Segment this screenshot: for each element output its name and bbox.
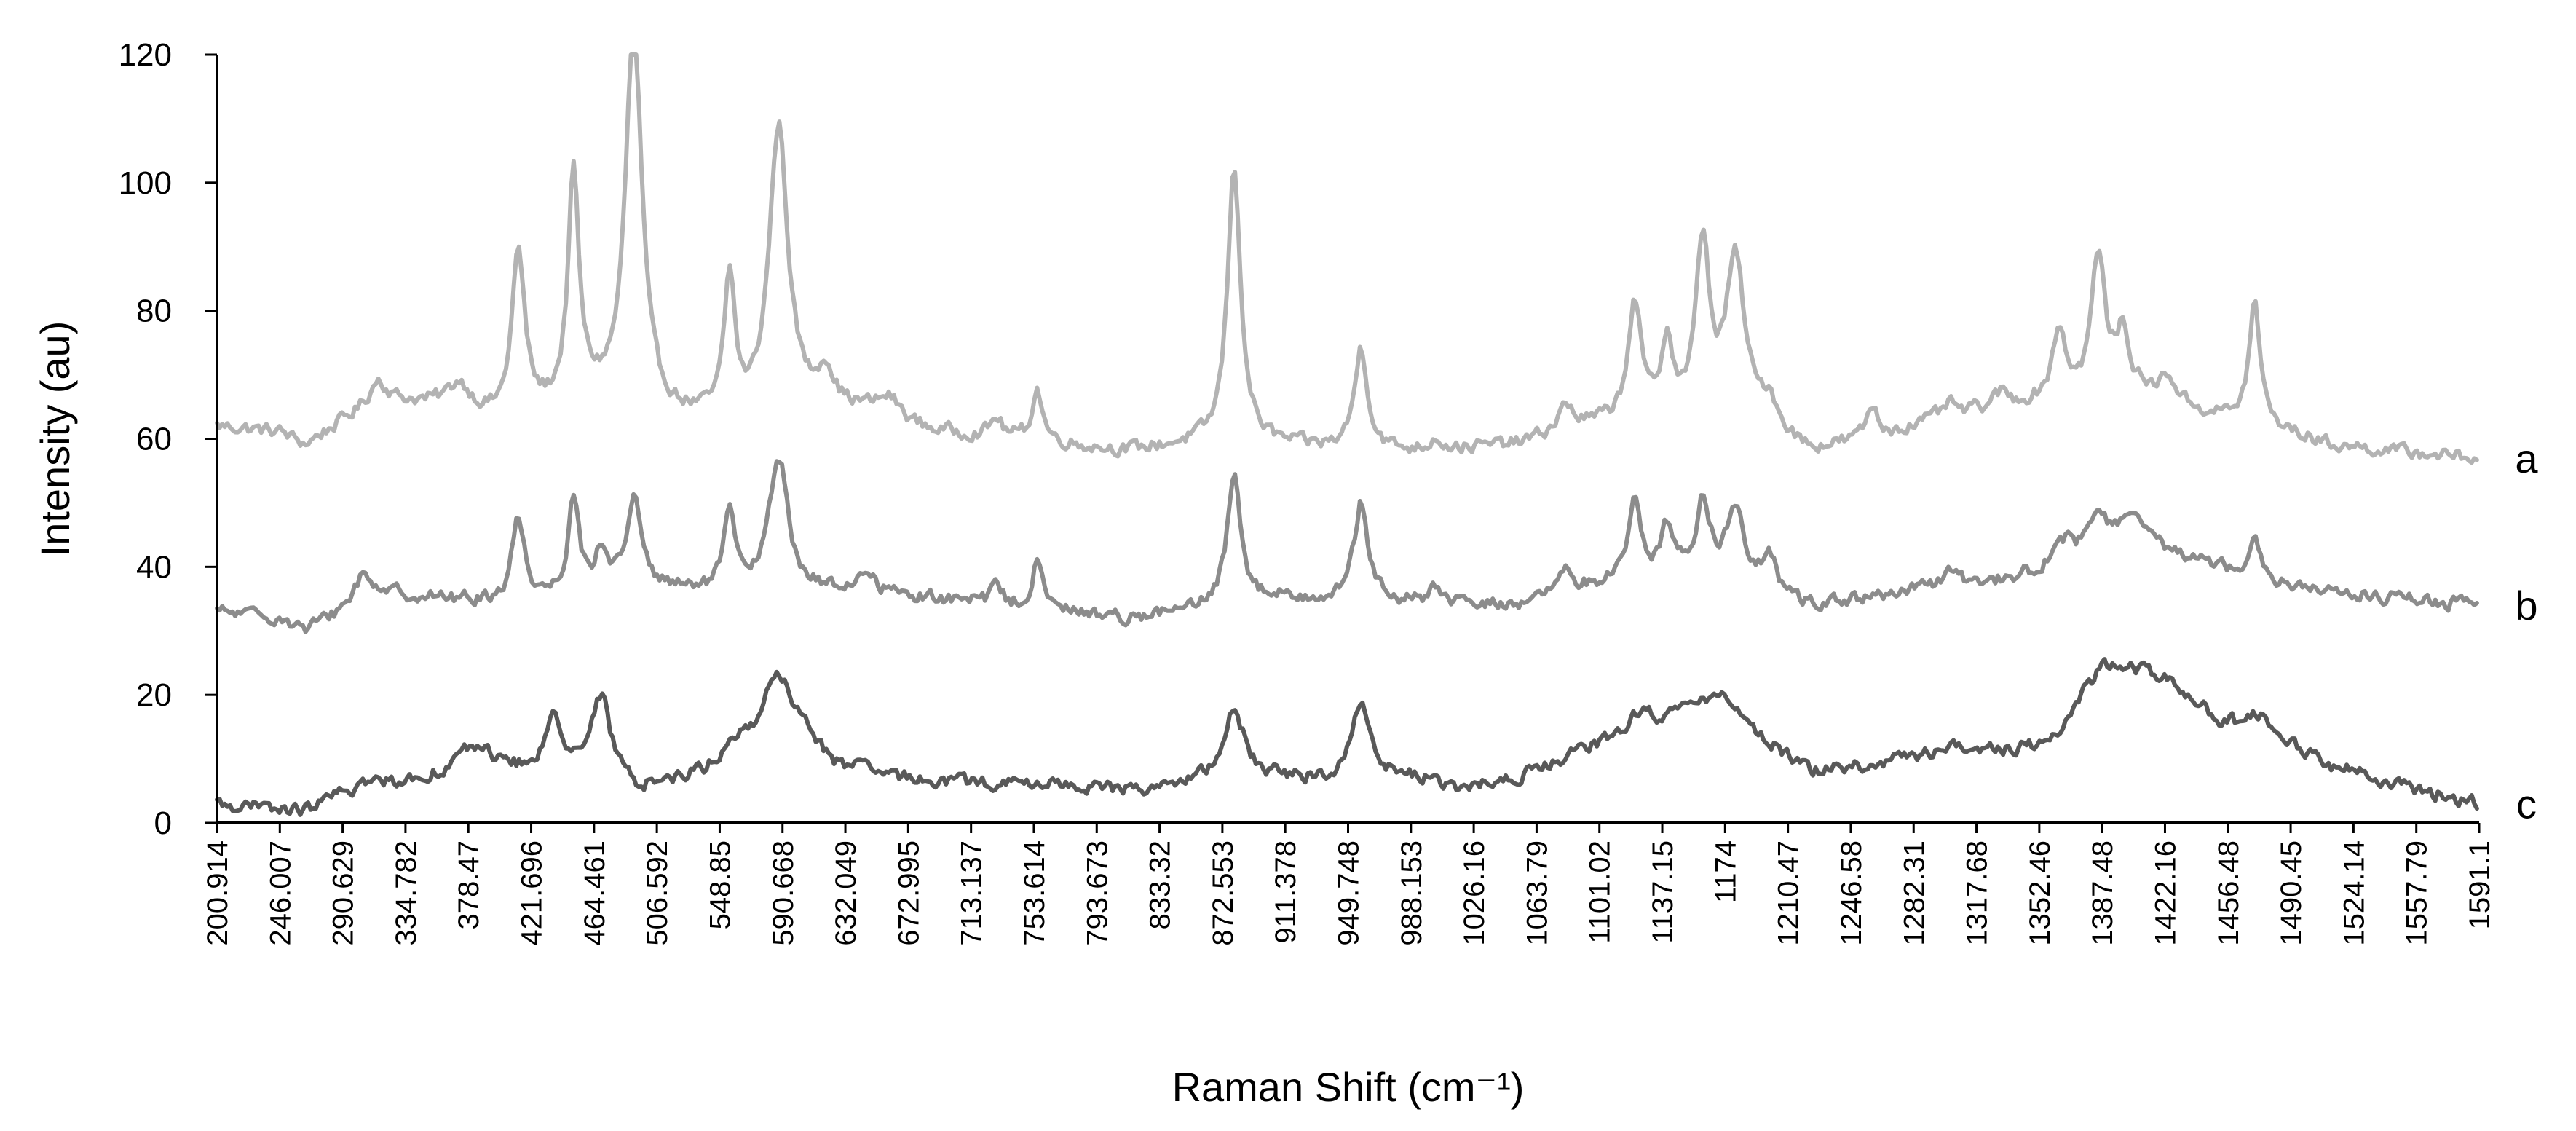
- x-tick-label: 200.914: [202, 840, 234, 946]
- x-tick-label: 548.85: [704, 840, 736, 929]
- x-tick-label: 464.461: [579, 840, 611, 946]
- x-tick-label: 988.153: [1396, 840, 1428, 946]
- x-tick-label: 378.47: [453, 840, 485, 929]
- x-tick-label: 793.673: [1081, 840, 1113, 946]
- x-tick-label: 753.614: [1019, 840, 1051, 946]
- x-tick-label: 1422.16: [2149, 840, 2181, 946]
- x-tick-label: 911.378: [1270, 840, 1302, 944]
- y-axis-title: Intensity (au): [32, 321, 78, 557]
- y-tick-label: 100: [119, 165, 172, 201]
- series-b-label: b: [2515, 583, 2537, 628]
- x-axis-ticks: 200.914 246.007 290.629 334.782 378.47 421.69…: [202, 823, 2496, 946]
- x-tick-label: 872.553: [1207, 840, 1239, 946]
- y-tick-label: 0: [154, 805, 172, 841]
- y-tick-label: 80: [136, 293, 172, 329]
- x-tick-label: 1490.45: [2275, 840, 2307, 946]
- x-tick-label: 1317.68: [1961, 840, 1994, 946]
- x-tick-label: 421.696: [516, 840, 548, 946]
- x-tick-label: 1137.15: [1647, 840, 1679, 944]
- x-axis-title: Raman Shift (cm⁻¹): [1172, 1064, 1525, 1110]
- series-c-label: c: [2516, 781, 2537, 827]
- x-tick-label: 1101.02: [1584, 840, 1616, 944]
- x-tick-label: 713.137: [956, 840, 988, 946]
- series-a-label: a: [2515, 436, 2538, 481]
- y-axis-ticks: 0 20 40 60 80 100 120: [119, 37, 217, 841]
- series-labels: a b c: [2515, 436, 2538, 827]
- y-tick-label: 40: [136, 549, 172, 585]
- series-a-line: [215, 52, 2479, 465]
- x-tick-label: 1174: [1710, 840, 1742, 903]
- x-tick-label: 1063.79: [1521, 840, 1553, 946]
- series-group: [215, 52, 2479, 817]
- x-tick-label: 1591.1: [2464, 840, 2496, 929]
- x-tick-label: 949.748: [1333, 840, 1365, 946]
- x-tick-label: 1352.46: [2024, 840, 2056, 946]
- x-tick-label: 1282.31: [1898, 840, 1930, 946]
- x-tick-label: 1387.48: [2087, 840, 2119, 946]
- x-tick-label: 1246.58: [1836, 840, 1868, 946]
- x-tick-label: 1557.79: [2401, 840, 2433, 946]
- y-tick-label: 120: [119, 37, 172, 73]
- y-tick-label: 60: [136, 422, 172, 457]
- x-tick-label: 1524.14: [2338, 840, 2370, 946]
- series-b-line: [215, 459, 2479, 634]
- x-tick-label: 246.007: [264, 840, 296, 946]
- x-tick-label: 632.049: [830, 840, 862, 946]
- x-tick-label: 1210.47: [1773, 840, 1805, 946]
- x-tick-label: 590.668: [767, 840, 799, 946]
- x-tick-label: 334.782: [390, 840, 422, 946]
- x-tick-label: 506.592: [641, 840, 673, 946]
- series-c-line: [215, 657, 2479, 817]
- x-tick-label: 290.629: [328, 840, 360, 946]
- x-tick-label: 833.32: [1145, 840, 1177, 929]
- x-tick-label: 672.995: [893, 840, 925, 946]
- y-tick-label: 20: [136, 677, 172, 713]
- x-tick-label: 1026.16: [1458, 840, 1490, 946]
- x-tick-label: 1456.48: [2213, 840, 2245, 946]
